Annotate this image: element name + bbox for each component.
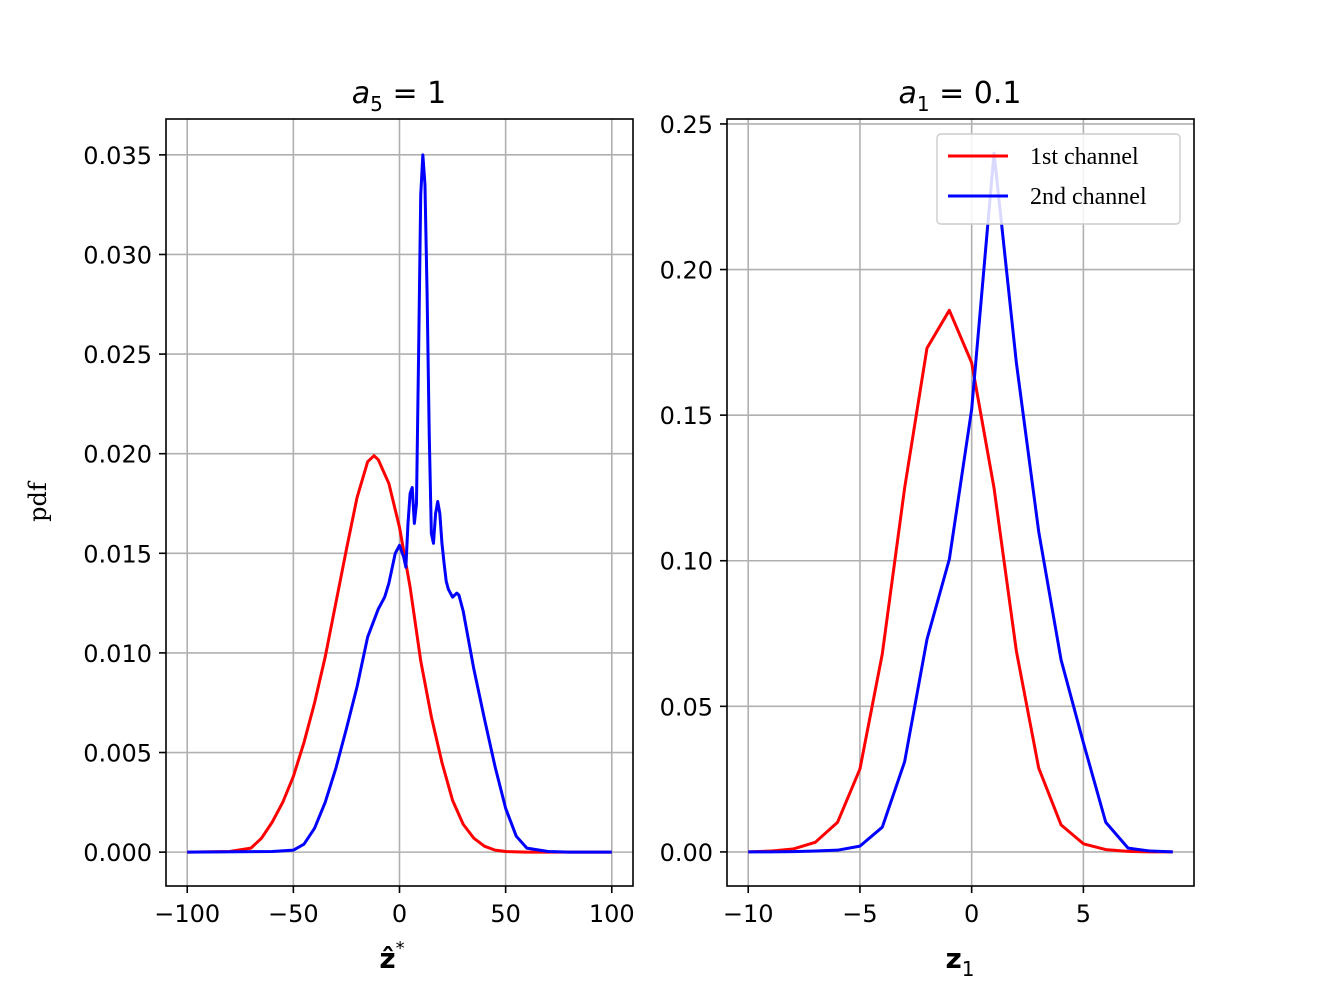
right-panel-title: a1 = 0.1 — [898, 76, 1021, 116]
left-title-value: = 1 — [383, 76, 446, 111]
left-plot-panel: −100 −50 0 50 100 0.000 0.005 0.010 0.015 0.020 0.… — [83, 76, 634, 975]
left-x-tick-label: 0 — [392, 900, 407, 928]
left-y-tick-label: 0.035 — [83, 142, 152, 170]
left-ticks: −100 −50 0 50 100 0.000 0.005 0.010 0.015 0.020 0.… — [83, 142, 634, 928]
legend-label-2nd-channel: 2nd channel — [1030, 184, 1147, 210]
legend: 1st channel 2nd channel — [936, 133, 1181, 225]
right-y-tick-label: 0.10 — [660, 548, 713, 576]
right-y-tick-label: 0.20 — [660, 257, 713, 285]
left-y-tick-label: 0.020 — [83, 441, 152, 469]
left-series-group — [187, 153, 612, 854]
right-x-tick-label: −5 — [842, 900, 877, 928]
right-xlabel-main: z — [945, 942, 961, 975]
left-title-variable: a — [352, 76, 370, 111]
left-series-line-red — [187, 454, 612, 854]
right-y-tick-label: 0.05 — [660, 693, 713, 721]
left-xlabel-superscript: * — [396, 938, 405, 959]
right-ticks: −10 −5 0 5 0.00 0.05 0.10 0.15 0.20 0.25 — [660, 111, 1091, 928]
right-x-tick-label: 0 — [964, 900, 979, 928]
left-y-tick-label: 0.015 — [83, 540, 152, 568]
left-xlabel-main: ẑ — [379, 942, 395, 975]
left-series-line-blue — [187, 153, 612, 854]
legend-label-1st-channel: 1st channel — [1030, 144, 1139, 170]
right-x-axis-label: z1 — [945, 942, 974, 981]
left-y-tick-label: 0.010 — [83, 640, 152, 668]
y-axis-label: pdf — [24, 480, 52, 522]
left-title-subscript: 5 — [370, 92, 383, 116]
right-series-group — [748, 151, 1173, 854]
left-y-tick-label: 0.025 — [83, 341, 152, 369]
left-y-tick-label: 0.005 — [83, 740, 152, 768]
left-x-tick-label: −50 — [268, 900, 319, 928]
right-xlabel-subscript: 1 — [962, 957, 975, 981]
right-title-subscript: 1 — [917, 92, 930, 116]
left-x-tick-label: 50 — [490, 900, 521, 928]
left-grid — [166, 119, 633, 886]
left-y-tick-label: 0.030 — [83, 241, 152, 269]
right-y-tick-label: 0.00 — [660, 839, 713, 867]
right-y-tick-label: 0.25 — [660, 111, 713, 139]
left-y-tick-label: 0.000 — [83, 839, 152, 867]
right-title-variable: a — [898, 76, 916, 111]
right-grid — [727, 119, 1194, 886]
right-series-line-1st-channel — [748, 308, 1173, 854]
right-y-tick-label: 0.15 — [660, 402, 713, 430]
right-plot-panel: −10 −5 0 50.000.050.100.150.200.25 a1 = 0.1… — [660, 76, 1195, 981]
right-series-line-2nd-channel — [748, 151, 1173, 854]
right-x-tick-label: −10 — [723, 900, 774, 928]
left-x-tick-label: 100 — [589, 900, 635, 928]
right-title-value: = 0.1 — [930, 76, 1022, 111]
left-x-axis-label: ẑ* — [379, 938, 404, 975]
left-x-tick-label: −100 — [154, 900, 220, 928]
right-axes-frame — [726, 118, 1195, 887]
left-panel-title: a5 = 1 — [352, 76, 446, 116]
right-x-tick-label: 5 — [1076, 900, 1091, 928]
